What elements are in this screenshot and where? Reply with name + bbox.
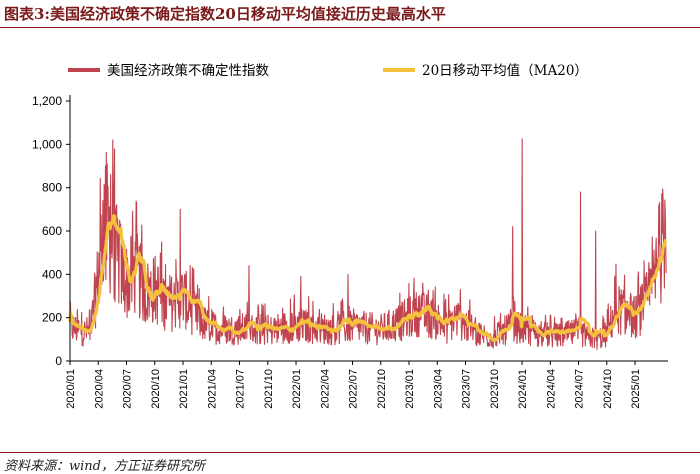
y-tick-label: 0 xyxy=(55,354,62,368)
y-tick-label: 1,200 xyxy=(32,94,62,108)
x-tick-label: 2022/04 xyxy=(319,369,331,409)
y-tick-label: 600 xyxy=(42,224,62,238)
x-tick-label: 2023/10 xyxy=(489,369,501,409)
series-line-ma20 xyxy=(68,214,668,343)
x-tick-label: 2024/10 xyxy=(602,369,614,409)
x-tick-label: 2020/07 xyxy=(122,369,134,409)
x-tick-label: 2022/07 xyxy=(348,369,360,409)
axes: 0 200 400 600 800 1,000 1,200 2020/01 2020/04 202… xyxy=(32,94,668,409)
x-tick-label: 2025/01 xyxy=(630,369,642,409)
x-tick-label: 2024/04 xyxy=(545,369,557,409)
source-note: 资料来源：wind，方正证券研究所 xyxy=(4,459,205,474)
legend-label-index: 美国经济政策不确定性指数 xyxy=(107,62,269,79)
y-tick-label: 800 xyxy=(42,181,62,195)
series-line-index xyxy=(69,138,667,350)
x-tick-label: 2023/01 xyxy=(404,369,416,409)
chart-area: 美国经济政策不确定性指数 20日移动平均值（MA20） 0 200 400 600 800… xyxy=(32,62,668,409)
x-tick-label: 2022/01 xyxy=(291,369,303,409)
x-tick-label: 2024/01 xyxy=(517,369,529,409)
y-tick-label: 200 xyxy=(42,311,62,325)
x-tick-label: 2023/07 xyxy=(461,369,473,409)
legend: 美国经济政策不确定性指数 20日移动平均值（MA20） xyxy=(68,62,588,79)
y-tick-label: 400 xyxy=(42,267,62,281)
legend-label-ma20: 20日移动平均值（MA20） xyxy=(422,63,588,79)
plot-area xyxy=(68,138,668,350)
y-tick-label: 1,000 xyxy=(32,137,62,151)
x-tick-label: 2020/04 xyxy=(93,369,105,409)
x-tick-label: 2021/01 xyxy=(178,369,190,409)
title-divider xyxy=(0,27,700,28)
x-tick-label: 2020/10 xyxy=(150,369,162,409)
x-tick-label: 2021/04 xyxy=(206,369,218,409)
x-tick-label: 2023/04 xyxy=(432,369,444,409)
x-tick-label: 2022/10 xyxy=(376,369,388,409)
footer-divider xyxy=(0,452,700,453)
x-tick-label: 2021/07 xyxy=(235,369,247,409)
x-tick-label: 2020/01 xyxy=(65,369,77,409)
chart-title: 图表3:美国经济政策不确定指数20日移动平均值接近历史最高水平 xyxy=(4,5,446,23)
x-tick-label: 2024/07 xyxy=(574,369,586,409)
x-tick-label: 2021/10 xyxy=(263,369,275,409)
